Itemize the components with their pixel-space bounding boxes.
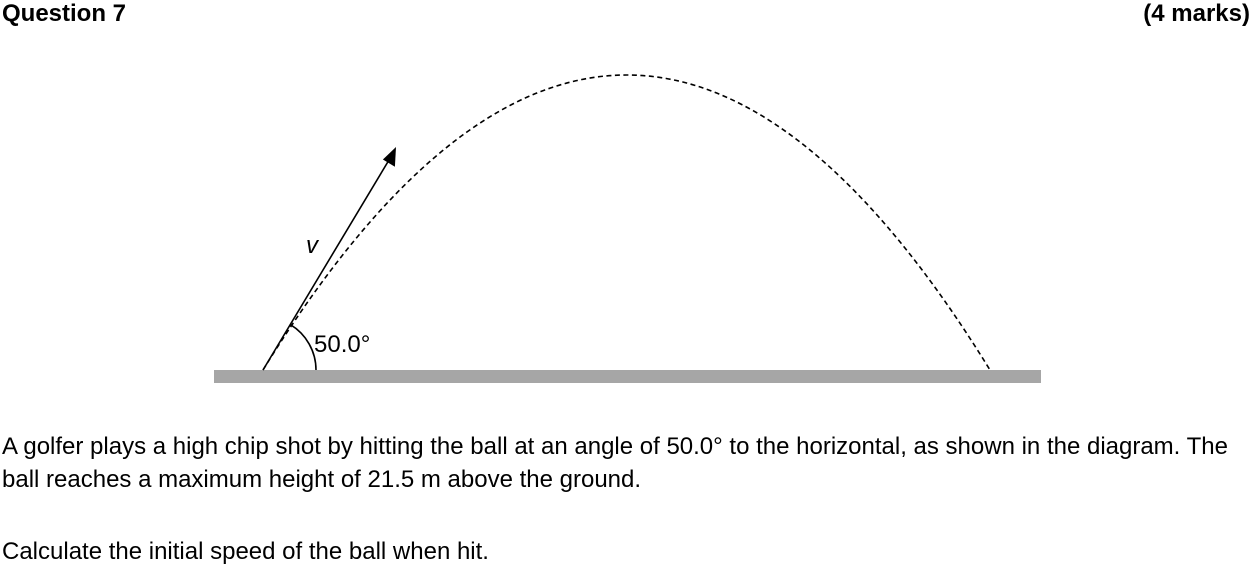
velocity-arrowhead [382, 147, 396, 167]
question-description: A golfer plays a high chip shot by hitti… [2, 433, 1228, 493]
velocity-arrow-shaft [262, 154, 393, 371]
velocity-label: v [306, 232, 320, 259]
question-title: Question 7 [2, 0, 127, 27]
question-prompt: Calculate the initial speed of the ball … [2, 538, 489, 565]
angle-arc [289, 323, 317, 371]
marks-label: (4 marks) [1143, 0, 1250, 27]
angle-label: 50.0° [314, 331, 370, 358]
trajectory-path [262, 74, 991, 371]
projectile-diagram: v 50.0° [214, 74, 1041, 383]
ground-bar [214, 370, 1041, 383]
